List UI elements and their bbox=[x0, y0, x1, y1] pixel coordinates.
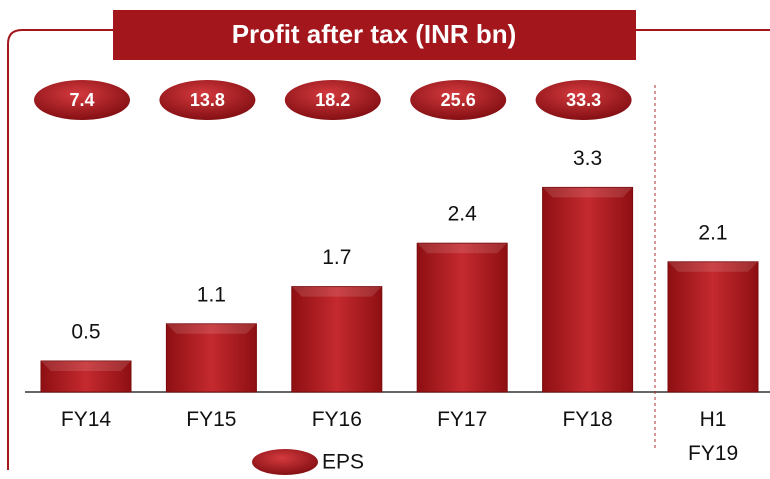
eps-label: 18.2 bbox=[315, 90, 350, 110]
value-label: 0.5 bbox=[71, 321, 100, 344]
value-label: 1.7 bbox=[322, 246, 351, 269]
bar-bevel bbox=[291, 286, 382, 297]
bar-bevel bbox=[41, 361, 131, 371]
eps-oval bbox=[535, 80, 632, 120]
bar bbox=[667, 261, 759, 393]
bar-bevel bbox=[417, 243, 508, 254]
legend-marker bbox=[252, 449, 318, 475]
eps-oval bbox=[284, 80, 381, 120]
eps-label: 25.6 bbox=[441, 90, 476, 110]
legend-label: EPS bbox=[322, 451, 364, 474]
eps-oval bbox=[410, 80, 507, 120]
bar bbox=[165, 323, 257, 393]
x-tick-label: FY18 bbox=[562, 408, 613, 431]
value-label: 2.1 bbox=[698, 221, 727, 244]
value-label: 3.3 bbox=[573, 147, 602, 170]
bar-bevel bbox=[668, 261, 758, 272]
x-tick-label: H1 FY19 bbox=[688, 408, 739, 465]
x-tick-label: FY16 bbox=[311, 408, 362, 431]
frame bbox=[7, 29, 770, 470]
bar bbox=[291, 286, 383, 393]
bar bbox=[416, 242, 508, 393]
eps-oval bbox=[34, 80, 130, 120]
value-label: 2.4 bbox=[448, 203, 478, 226]
bar bbox=[542, 186, 634, 393]
bar-bevel bbox=[166, 323, 257, 334]
x-tick-label: FY15 bbox=[186, 408, 237, 431]
x-tick-label: FY17 bbox=[437, 408, 488, 431]
eps-oval bbox=[159, 80, 256, 120]
title-box bbox=[113, 10, 636, 60]
value-label: 1.1 bbox=[197, 283, 226, 306]
eps-label: 33.3 bbox=[566, 90, 601, 110]
chart-title: Profit after tax (INR bn) bbox=[232, 19, 517, 49]
eps-label: 13.8 bbox=[190, 90, 225, 110]
bar-bevel bbox=[542, 187, 633, 198]
bar bbox=[40, 360, 132, 393]
x-tick-label: FY14 bbox=[60, 408, 112, 431]
eps-label: 7.4 bbox=[69, 90, 94, 110]
